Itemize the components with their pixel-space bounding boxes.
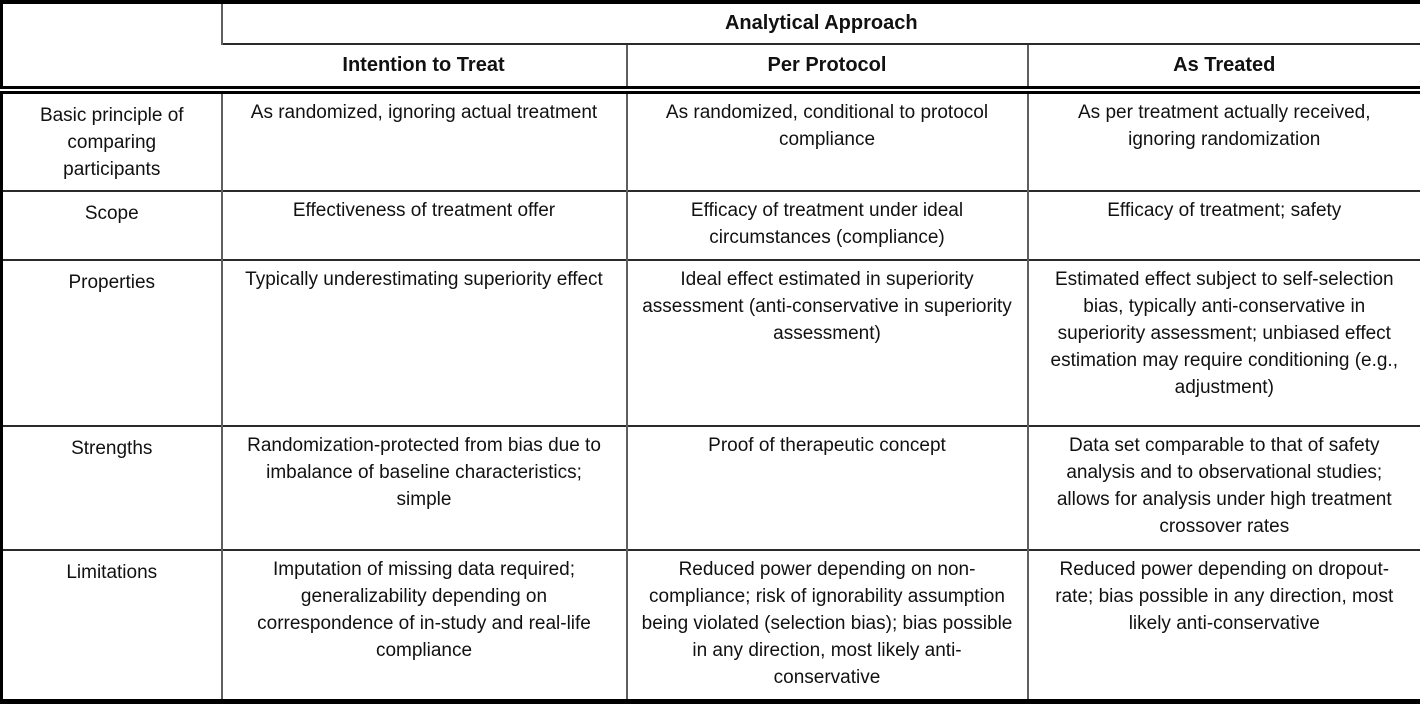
table-cell: Estimated effect subject to self-selecti… bbox=[1026, 258, 1420, 426]
table-cell: As randomized, conditional to protocol c… bbox=[625, 90, 1028, 192]
row-label: Properties bbox=[1, 258, 222, 426]
row-label: Strengths bbox=[1, 424, 222, 551]
row-label: Scope bbox=[1, 190, 222, 260]
column-header-as-treated: As Treated bbox=[1026, 43, 1420, 94]
column-header-per-protocol: Per Protocol bbox=[625, 43, 1028, 94]
table-row-limitations: Limitations Imputation of missing data r… bbox=[1, 549, 1420, 702]
table-cell: Randomization-protected from bias due to… bbox=[220, 424, 627, 551]
column-header-row: Intention to Treat Per Protocol As Treat… bbox=[2, 43, 1420, 94]
row-label: Limitations bbox=[1, 549, 222, 702]
table-cell: As per treatment actually received, igno… bbox=[1026, 90, 1420, 192]
row-label: Basic principle of comparing participant… bbox=[1, 90, 222, 192]
table-row-scope: Scope Effectiveness of treatment offer E… bbox=[1, 190, 1420, 260]
table-cell: Efficacy of treatment under ideal circum… bbox=[625, 190, 1028, 260]
table-row-properties: Properties Typically underestimating sup… bbox=[1, 258, 1420, 426]
table-cell: Typically underestimating superiority ef… bbox=[220, 258, 627, 426]
table-cell: Data set comparable to that of safety an… bbox=[1026, 424, 1420, 551]
table-cell: Imputation of missing data required; gen… bbox=[220, 549, 627, 702]
group-header-analytical-approach: Analytical Approach bbox=[220, 2, 1420, 44]
table-cell: Efficacy of treatment; safety bbox=[1026, 190, 1420, 260]
column-header-intention-to-treat: Intention to Treat bbox=[221, 43, 627, 94]
table-row-strengths: Strengths Randomization-protected from b… bbox=[1, 424, 1420, 551]
group-header-row: Analytical Approach bbox=[1, 2, 1420, 94]
table-row-basic-principle: Basic principle of comparing participant… bbox=[1, 90, 1420, 192]
table-header: Analytical Approach Intention to Treat P… bbox=[1, 2, 1420, 94]
table-cell: Ideal effect estimated in superiority as… bbox=[625, 258, 1028, 426]
table-cell: Reduced power depending on non-complianc… bbox=[625, 549, 1028, 702]
table-cell: Effectiveness of treatment offer bbox=[220, 190, 627, 260]
table-cell: Reduced power depending on dropout-rate;… bbox=[1026, 549, 1420, 702]
corner-cell bbox=[1, 2, 222, 94]
table-cell: Proof of therapeutic concept bbox=[625, 424, 1028, 551]
table-body: Basic principle of comparing participant… bbox=[1, 90, 1420, 702]
table-cell: As randomized, ignoring actual treatment bbox=[220, 90, 627, 192]
